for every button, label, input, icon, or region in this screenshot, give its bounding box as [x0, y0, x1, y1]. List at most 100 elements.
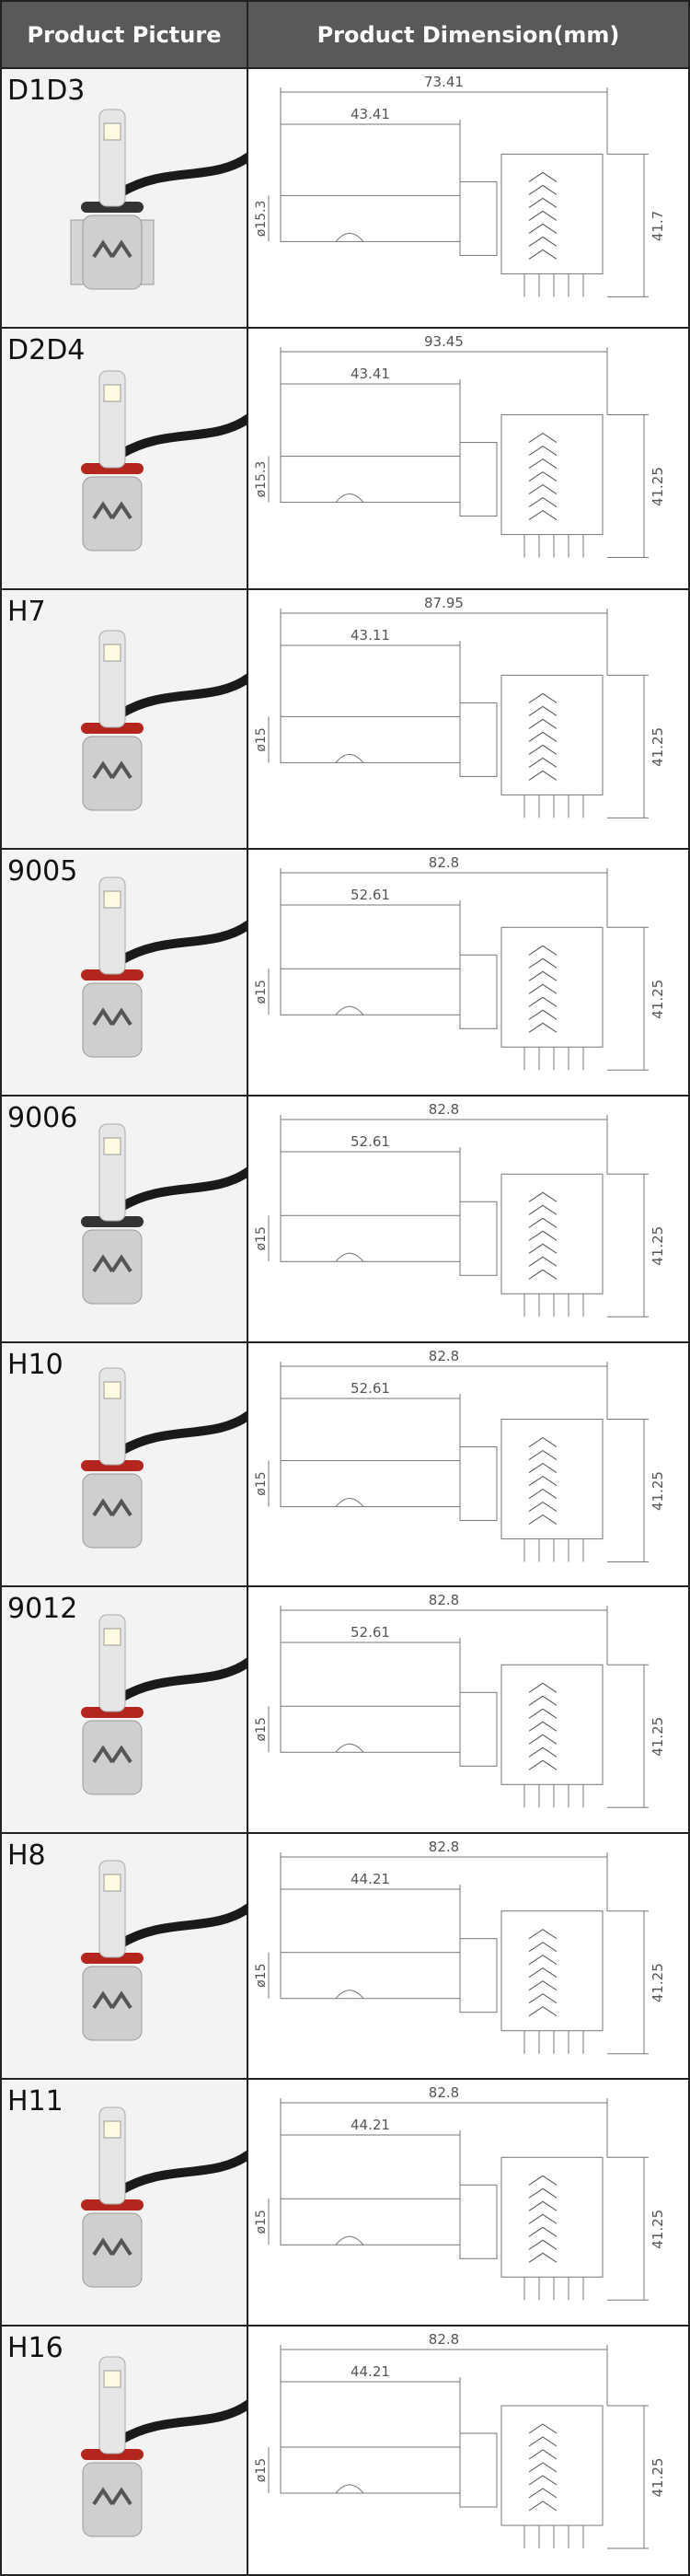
chevron [528, 2175, 558, 2186]
chevron [528, 432, 558, 443]
base [459, 954, 498, 1029]
dimension-drawing: 82.8 52.61 ø15 41.25 [254, 1592, 666, 1808]
chevron [528, 184, 558, 195]
chevron [528, 1436, 558, 1447]
chevron [528, 2423, 558, 2434]
cable [119, 1903, 247, 1948]
bulb-body [280, 1705, 461, 1753]
ring [81, 2449, 144, 2460]
product-photo [2, 69, 247, 327]
chevron [528, 1682, 558, 1693]
chevron [528, 210, 558, 221]
chevron [528, 2501, 558, 2512]
cable [119, 413, 247, 458]
chevron [528, 1462, 558, 1473]
led [103, 122, 121, 141]
ring [81, 202, 144, 213]
product-photo [2, 2327, 247, 2574]
bulb-body [280, 194, 461, 242]
chevron [528, 1695, 558, 1706]
vent [92, 1007, 132, 1027]
inner-length: 43.11 [351, 627, 390, 644]
chevron [528, 1501, 558, 1512]
product-photo [2, 1343, 247, 1585]
model-label: D1D3 [7, 75, 86, 107]
inner-length: 44.21 [351, 1871, 390, 1887]
chevron [528, 2187, 558, 2199]
chevron [528, 1191, 558, 1202]
dimension-cell: 82.8 52.61 ø15 41.25 [247, 1095, 690, 1343]
ring [81, 969, 144, 981]
model-label: 9005 [7, 855, 78, 888]
ring [81, 1460, 144, 1471]
heatsink-draw [500, 926, 604, 1048]
led [103, 1137, 121, 1155]
dimension-drawing: 93.45 43.41 ø15.3 41.25 [254, 333, 666, 559]
led [103, 2370, 121, 2388]
product-photo [2, 2080, 247, 2325]
led-dome [335, 1005, 364, 1015]
heatsink-draw [500, 1419, 604, 1540]
diameter: ø15 [254, 727, 269, 751]
model-label: H16 [7, 2332, 63, 2364]
chevron [528, 1475, 558, 1486]
bulb-body [280, 2198, 461, 2245]
model-label: 9006 [7, 1102, 78, 1134]
chevron [528, 1759, 558, 1770]
dimension-drawing: 87.95 43.11 ø15 41.25 [254, 595, 666, 818]
base [459, 2184, 498, 2259]
inner-length: 44.21 [351, 2363, 390, 2380]
chevron [528, 1449, 558, 1460]
heatsink [82, 1229, 143, 1305]
chevron [528, 1488, 558, 1499]
led-dome [335, 1990, 364, 2000]
led [103, 2120, 121, 2139]
vent [92, 239, 132, 259]
height: 41.25 [650, 467, 666, 506]
product-photo [2, 1097, 247, 1341]
led-dome [335, 232, 364, 242]
chevron [528, 223, 558, 234]
vent [92, 760, 132, 780]
inner-length: 52.61 [351, 1624, 390, 1641]
dimension-drawing: 82.8 52.61 ø15 41.25 [254, 854, 666, 1071]
led [103, 890, 121, 909]
chevron [528, 1955, 558, 1966]
chevron [528, 509, 558, 520]
diameter: ø15 [254, 1964, 269, 1988]
vent [92, 1745, 132, 1764]
dimension-drawing: 73.41 43.41 ø15.3 41.7 [254, 74, 666, 297]
header-cell: Product Dimension(mm) [247, 0, 690, 69]
dimension-cell: 93.45 43.41 ø15.3 41.25 [247, 327, 690, 590]
chevron [528, 996, 558, 1007]
led-dome [335, 493, 364, 503]
chevron [528, 2006, 558, 2017]
vent [92, 1254, 132, 1273]
base [459, 180, 498, 256]
chevron [528, 1734, 558, 1745]
cable [119, 1657, 247, 1702]
heatsink [82, 1720, 143, 1795]
chevron [528, 1022, 558, 1033]
chevron [528, 1746, 558, 1758]
model-label: H10 [7, 1349, 63, 1381]
heatsink [82, 215, 143, 290]
chevron [528, 2475, 558, 2486]
bulb-body [280, 715, 461, 763]
ring [81, 1216, 144, 1227]
diameter: ø15 [254, 980, 269, 1004]
led [103, 1381, 121, 1399]
chevron [528, 2252, 558, 2263]
ring [81, 723, 144, 734]
base [459, 1446, 498, 1522]
ring [81, 463, 144, 474]
height: 41.7 [650, 211, 666, 241]
chevron [528, 731, 558, 742]
dimension-drawing: 82.8 52.61 ø15 41.25 [254, 1101, 666, 1317]
base [459, 1938, 498, 2013]
header-cell: Product Picture [0, 0, 248, 69]
chevron [528, 744, 558, 755]
led-dome [335, 1743, 364, 1753]
vent [92, 2237, 132, 2257]
